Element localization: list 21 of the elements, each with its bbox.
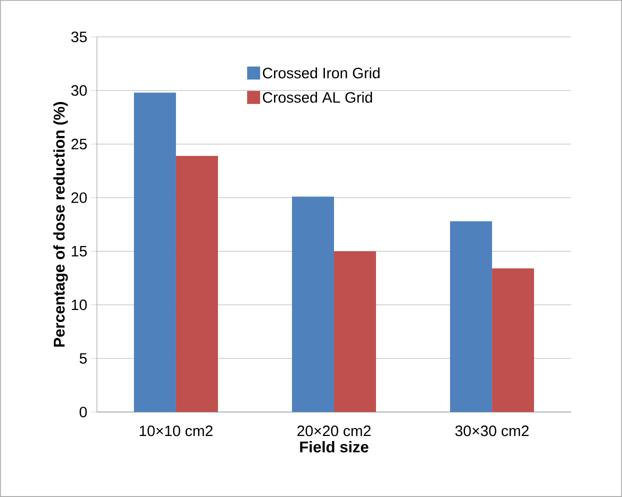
y-tick-label: 30 bbox=[71, 85, 87, 96]
bar bbox=[292, 196, 334, 412]
y-tick-label: 15 bbox=[72, 246, 87, 257]
x-tick-label: 20×20 cm2 bbox=[297, 426, 371, 436]
legend-label: Crossed Iron Grid bbox=[262, 67, 380, 78]
x-axis-title: Field size bbox=[300, 441, 368, 452]
y-tick-label: 0 bbox=[80, 406, 87, 418]
bar bbox=[334, 251, 376, 412]
legend-label: Crossed AL Grid bbox=[262, 92, 372, 103]
x-tick-label: 30×30 cm2 bbox=[455, 426, 529, 436]
y-tick-label: 5 bbox=[80, 353, 87, 364]
y-tick-label: 25 bbox=[71, 138, 87, 150]
bar bbox=[450, 221, 492, 412]
y-axis-title: Percentage of dose reduction (%) bbox=[53, 102, 68, 347]
x-tick-label: 10×10 cm2 bbox=[140, 426, 213, 436]
y-tick-label: 10 bbox=[72, 300, 87, 310]
bar bbox=[134, 92, 176, 412]
bar bbox=[176, 156, 218, 412]
y-tick-label: 35 bbox=[71, 32, 87, 42]
bar bbox=[492, 268, 534, 412]
y-tick-label: 20 bbox=[71, 192, 87, 203]
